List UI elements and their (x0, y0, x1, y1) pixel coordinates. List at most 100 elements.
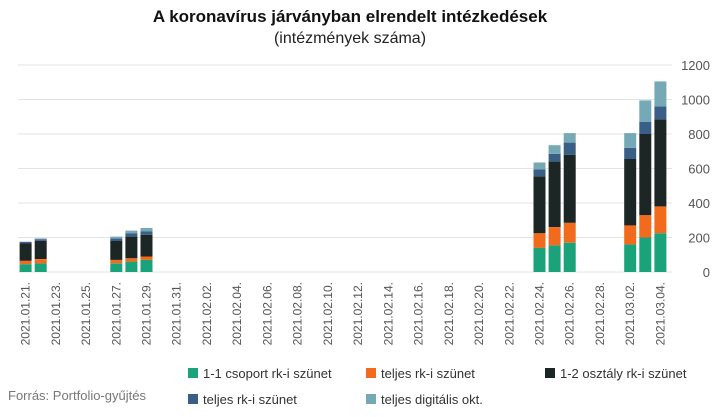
bar-segment (110, 259, 123, 264)
bar-segment (19, 243, 32, 261)
source-note: Forrás: Portfolio-gyűjtés (8, 388, 146, 403)
bar-segment (110, 236, 123, 239)
bar-segment (533, 169, 546, 177)
x-tick-label: 2021.03.02. (623, 282, 637, 345)
bar-segment (654, 206, 667, 234)
x-tick-label: 2021.02.24. (533, 282, 547, 345)
x-tick-label: 2021.02.04. (230, 282, 244, 345)
bar-segment (125, 236, 138, 259)
y-tick-label: 200 (688, 231, 710, 246)
x-tick-label: 2021.02.12. (351, 282, 365, 345)
legend-label: teljes digitális okt. (381, 392, 483, 407)
bar-segment (19, 260, 32, 265)
bar-segment (533, 247, 546, 272)
bar-segment (110, 263, 123, 272)
bar-segment (624, 133, 637, 148)
bar-segment (548, 245, 561, 272)
bar-segment (624, 225, 637, 245)
x-tick-label: 2021.02.10. (321, 282, 335, 345)
bar-segment (533, 162, 546, 170)
x-tick-label: 2021.01.29. (139, 282, 153, 345)
bar-segment (624, 244, 637, 272)
x-tick-label: 2021.02.02. (200, 282, 214, 345)
bar-segment (654, 233, 667, 272)
x-tick-label: 2021.02.08. (291, 282, 305, 345)
bar-segment (548, 227, 561, 246)
bar-segment (563, 133, 576, 143)
bar-segment (34, 263, 47, 272)
bar-segment (125, 233, 138, 237)
y-tick-label: 600 (688, 162, 710, 177)
bar-segment (654, 119, 667, 207)
y-axis-ticks: 0 200 400 600 800 1000 1200 (681, 58, 710, 280)
x-tick-label: 2021.01.31. (170, 282, 184, 345)
legend-swatch (188, 394, 198, 404)
x-tick-label: 2021.02.06. (260, 282, 274, 345)
bar-stacks (19, 81, 667, 272)
bar-segment (140, 234, 153, 257)
bar-segment (125, 258, 138, 262)
bar-segment (639, 121, 652, 134)
bar-segment (533, 233, 546, 248)
bar-segment (125, 261, 138, 272)
bar-segment (34, 259, 47, 264)
bar-segment (548, 161, 561, 228)
bar-segment (548, 145, 561, 154)
bar-segment (639, 100, 652, 122)
x-tick-label: 2021.02.18. (442, 282, 456, 345)
bar-segment (639, 134, 652, 216)
bar-segment (563, 222, 576, 243)
x-tick-label: 2021.02.14. (381, 282, 395, 345)
x-tick-label: 2021.02.22. (502, 282, 516, 345)
bar-segment (639, 237, 652, 272)
bar-segment (140, 256, 153, 260)
x-tick-label: 2021.01.21. (19, 282, 33, 345)
y-tick-label: 800 (688, 127, 710, 142)
bar-segment (19, 264, 32, 272)
legend: 1-1 csoport rk-i szünet teljes rk-i szüne… (188, 366, 687, 407)
legend-swatch (188, 368, 198, 378)
bar-segment (34, 238, 47, 240)
bar-segment (533, 176, 546, 234)
legend-label: 1-1 csoport rk-i szünet (203, 366, 332, 381)
bar-segment (548, 153, 561, 162)
x-tick-label: 2021.01.25. (79, 282, 93, 345)
bar-segment (624, 159, 637, 226)
legend-swatch (366, 394, 376, 404)
x-tick-label: 2021.02.16. (412, 282, 426, 345)
legend-swatch (366, 368, 376, 378)
bar-segment (624, 147, 637, 159)
x-tick-label: 2021.03.04. (653, 282, 667, 345)
bar-segment (654, 81, 667, 107)
x-axis-ticks: 2021.01.21. 2021.01.23. 2021.01.25. 2021.01… (19, 282, 668, 345)
bar-segment (110, 240, 123, 260)
x-tick-label: 2021.02.26. (563, 282, 577, 345)
chart-subtitle: (intézmények száma) (274, 30, 426, 47)
bar-segment (110, 238, 123, 241)
chart-title: A koronavírus járványban elrendelt intéz… (153, 7, 548, 26)
x-tick-label: 2021.02.28. (593, 282, 607, 345)
bar-segment (563, 142, 576, 155)
bar-segment (125, 230, 138, 234)
bar-segment (140, 231, 153, 235)
legend-swatch (545, 368, 555, 378)
x-tick-label: 2021.02.20. (472, 282, 486, 345)
bar-segment (34, 240, 47, 259)
y-tick-label: 400 (688, 196, 710, 211)
bar-segment (140, 228, 153, 232)
bar-segment (34, 239, 47, 241)
bar-segment (639, 215, 652, 238)
bar-segment (563, 242, 576, 272)
legend-label: teljes rk-i szünet (381, 366, 475, 381)
bar-segment (19, 241, 32, 244)
legend-label: 1-2 osztály rk-i szünet (560, 366, 687, 381)
y-tick-label: 1000 (681, 93, 710, 108)
y-tick-label: 0 (703, 265, 710, 280)
x-tick-label: 2021.01.23. (49, 282, 63, 345)
bar-segment (654, 106, 667, 120)
bar-segment (140, 259, 153, 272)
x-tick-label: 2021.01.27. (109, 282, 123, 345)
y-tick-label: 1200 (681, 58, 710, 73)
bar-segment (563, 154, 576, 223)
